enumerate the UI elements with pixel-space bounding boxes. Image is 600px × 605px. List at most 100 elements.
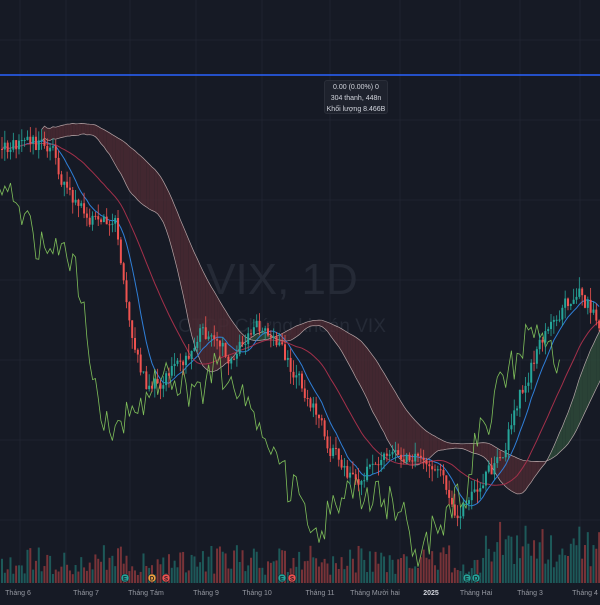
volume-bar (459, 571, 462, 583)
volume-bar (139, 571, 142, 583)
volume-bar (558, 554, 561, 583)
candle-body (504, 450, 507, 458)
candle-body (303, 388, 306, 398)
candle-body (422, 457, 425, 461)
volume-bar (85, 570, 88, 583)
volume-bar (269, 562, 272, 583)
candle-body (241, 341, 244, 345)
candle-body (250, 333, 253, 335)
candle-body (29, 136, 32, 144)
candle-body (533, 362, 536, 364)
volume-bar (258, 567, 261, 583)
volume-bar (583, 545, 586, 583)
candle-body (482, 485, 485, 489)
volume-bar (473, 560, 476, 583)
cloud-segment (330, 323, 334, 340)
volume-bar (411, 568, 414, 583)
cloud-segment (154, 169, 158, 214)
candle-body (431, 466, 434, 470)
candle-body (436, 469, 439, 471)
candles (1, 127, 600, 530)
cloud-segment (310, 320, 314, 327)
volume-bar (510, 536, 513, 583)
volume-bar (159, 564, 162, 583)
candle-body (238, 341, 241, 354)
candle-body (555, 319, 558, 321)
volume-bar (247, 565, 250, 583)
volume-bar (88, 562, 91, 583)
volume-bar (538, 542, 541, 583)
volume-bar (71, 574, 74, 583)
candle-body (456, 515, 459, 519)
volume-bar (284, 550, 286, 583)
volume-bar (193, 556, 196, 583)
cloud-segment (180, 219, 184, 295)
candle-body (459, 516, 462, 519)
volume-bar (422, 549, 425, 583)
volume-bar (29, 548, 32, 583)
cloud-segment (568, 404, 571, 444)
candle-body (148, 385, 151, 390)
volume-bar (433, 565, 436, 583)
cloud-segment (576, 378, 580, 431)
volume-bar (428, 559, 431, 583)
volume-bar (218, 546, 221, 583)
volume-bar (445, 554, 448, 583)
volume-bar (312, 557, 315, 583)
cloud-segment (61, 124, 65, 138)
candle-body (371, 463, 374, 465)
candle-body (550, 321, 553, 330)
candle-body (402, 459, 405, 463)
volume-bar (51, 573, 54, 583)
candle-body (448, 489, 451, 498)
volume-bar (230, 568, 233, 583)
cloud-segment (75, 123, 79, 136)
candle-body (204, 327, 207, 339)
volume-bar (425, 557, 428, 583)
candle-body (162, 385, 165, 389)
candle-body (26, 136, 29, 141)
x-axis-label: Tháng 3 (517, 590, 543, 597)
volume-bar (450, 572, 453, 583)
volume-bar (357, 545, 360, 583)
candle-body (368, 464, 371, 467)
candle-body (117, 217, 120, 240)
candle-body (159, 383, 162, 389)
candle-body (360, 481, 363, 485)
volume-bar (541, 529, 544, 583)
cloud-segment (95, 125, 99, 140)
volume-bar (303, 561, 306, 583)
candle-body (269, 335, 272, 338)
volume-bar (309, 545, 312, 583)
volume-bar (267, 561, 270, 583)
cloud-segment (64, 124, 68, 137)
candle-body (136, 349, 139, 355)
cloud-segment (338, 327, 342, 352)
cloud-segment (78, 123, 82, 136)
candle-body (182, 361, 185, 366)
volume-bar (436, 569, 439, 583)
cloud-segment (217, 296, 220, 371)
candle-body (295, 375, 298, 378)
volume-bar (207, 556, 210, 583)
candle-body (391, 451, 394, 455)
candle-body (476, 489, 479, 492)
candle-body (572, 299, 575, 304)
cloud-segment (463, 443, 467, 450)
cloud-segment (344, 330, 348, 362)
candle-body (346, 465, 349, 478)
volume-bar (272, 561, 275, 583)
candle-body (1, 149, 3, 150)
candle-body (60, 174, 63, 185)
candle-body (252, 327, 255, 335)
x-axis-label: 2025 (423, 590, 439, 597)
x-axis-label: Tháng 10 (242, 590, 272, 597)
volume-bar (343, 569, 346, 583)
volume-bar (119, 546, 122, 583)
cloud-segment (477, 442, 481, 456)
volume-bar (366, 572, 369, 583)
volume-bar (575, 545, 578, 583)
cloud-segment (132, 148, 135, 197)
